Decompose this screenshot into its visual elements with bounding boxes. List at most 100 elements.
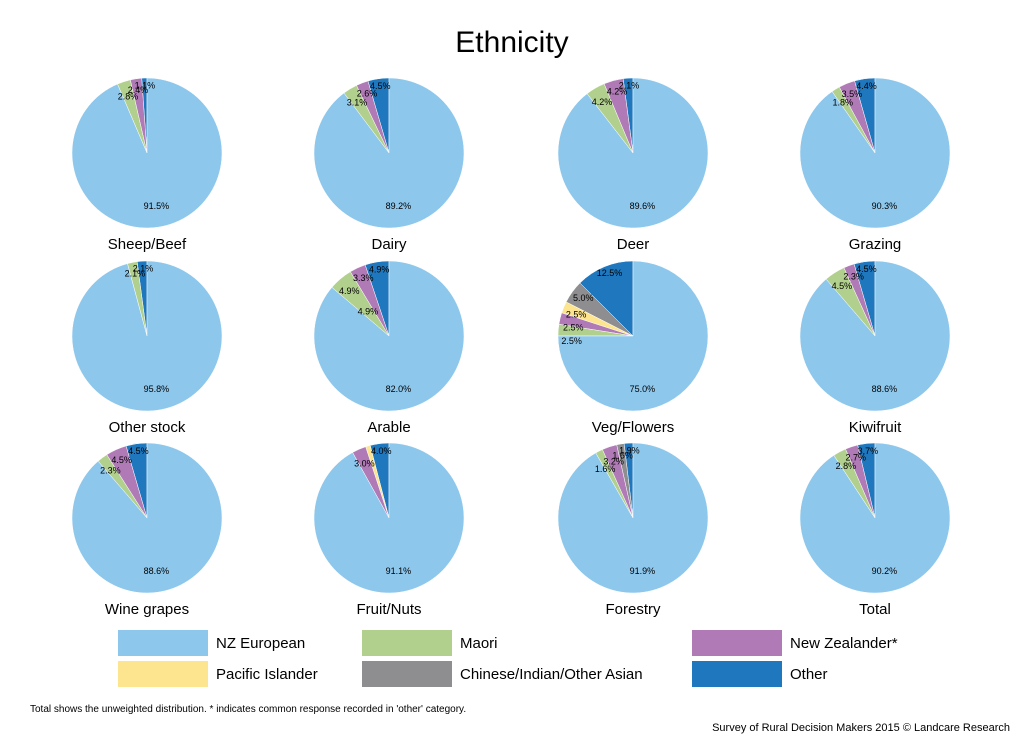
slice-sheep-beef-nz-european [71, 77, 223, 229]
pct-label-veg-flowers-chinese-indian-other-asian: 5.0% [573, 293, 594, 303]
slice-deer-nz-european [557, 77, 709, 229]
pie-grazing: 4.4%3.5%1.8% 90.3% Grazing [799, 77, 951, 253]
pct-label-forestry-new-zealander: 3.2% [603, 457, 624, 467]
pie-title-deer: Deer [617, 236, 650, 253]
legend-swatch-new-zealander [692, 630, 782, 656]
legend-swatch-asian [362, 661, 452, 687]
pct-label-wine-grapes-other: 4.5% [128, 446, 149, 456]
pie-total: 3.7%2.7%2.8% 90.2% Total [799, 442, 951, 618]
pie-arable: 4.9%3.3%4.9%82.0%4.9%Arable [313, 260, 465, 436]
pie-title-total: Total [859, 601, 891, 618]
legend-item-new-zealander: New Zealander* [692, 630, 898, 656]
pct-label-forestry-chinese-indian-other-asian: 1.6% [612, 450, 633, 460]
pct-label-total-other: 3.7% [858, 446, 879, 456]
pie-chart-grid: 1.1%2.4%2.8%91.5%Sheep/Beef4.5%2.6%3.1%8… [71, 77, 951, 618]
pie-title-veg-flowers: Veg/Flowers [592, 419, 675, 436]
slice-forestry-nz-european [557, 442, 709, 594]
pct-label-total-maori: 2.8% [836, 461, 857, 471]
source-credit: Survey of Rural Decision Makers 2015 © L… [712, 722, 1010, 734]
legend-label-new-zealander: New Zealander* [790, 634, 898, 652]
pct-label-dairy-nz-european: 89.2% [386, 201, 412, 211]
pct-label-total-nz-european: 90.2% [872, 566, 898, 576]
pct-label-forestry-nz-european: 91.9% [630, 566, 656, 576]
pct-label-dairy-new-zealander: 2.6% [357, 89, 378, 99]
pct-label-arable-maori: 4.9% [339, 286, 360, 296]
pct-label-veg-flowers-nz-european: 75.0% [630, 384, 656, 394]
legend-item-nz-european: NZ European [118, 630, 305, 656]
pct-label-dairy-maori: 3.1% [347, 97, 368, 107]
pct-label-sheep-beef-other: 1.1% [135, 81, 156, 91]
legend-swatch-nz-european [118, 630, 208, 656]
legend-label-maori: Maori [460, 634, 498, 652]
pct-label-deer-other: 2.1% [619, 81, 640, 91]
pie-title-fruit-nuts: Fruit/Nuts [356, 601, 421, 618]
pct-label-forestry-maori: 1.6% [595, 464, 616, 474]
legend-swatch-other [692, 661, 782, 687]
legend-label-nz-european: NZ European [216, 634, 306, 652]
pie-title-grazing: Grazing [849, 236, 902, 253]
pct-label-veg-flowers-other: 12.5% [597, 268, 623, 278]
legend-label-asian: Chinese/Indian/Other Asian [460, 665, 643, 683]
slice-total-nz-european [799, 442, 951, 594]
pct-label-arable-other: 4.9% [369, 264, 390, 274]
pie-title-kiwifruit: Kiwifruit [849, 419, 902, 436]
legend-item-maori: Maori [362, 630, 498, 656]
pie-title-arable: Arable [367, 419, 410, 436]
pct-label-wine-grapes-nz-european: 88.6% [144, 566, 170, 576]
pie-title-other-stock: Other stock [109, 419, 186, 436]
pie-kiwifruit: 4.5%2.3%4.5% 88.6% Kiwifruit [799, 260, 951, 436]
pie-forestry: 1.9%1.6%3.2%1.6% 91.9% Forestry [557, 442, 709, 618]
pie-wine-grapes: 4.5%4.5%2.3%88.6%Wine grapes [71, 442, 223, 618]
footnote: Total shows the unweighted distribution.… [30, 704, 467, 715]
legend-item-asian: Chinese/Indian/Other Asian [362, 661, 643, 687]
pct-label-grazing-nz-european: 90.3% [872, 201, 898, 211]
legend-item-other: Other [692, 661, 828, 687]
slice-veg-flowers-nz-european [557, 260, 709, 412]
slice-fruit-nuts-nz-european [313, 442, 465, 594]
pie-deer: 2.1%4.2%4.2%89.6%Deer [557, 77, 709, 253]
pct-label-dairy-other: 4.5% [370, 81, 391, 91]
slice-veg-flowers-other [579, 260, 634, 337]
chart-title: Ethnicity [455, 26, 569, 59]
pct-label-grazing-other: 4.4% [856, 81, 877, 91]
pct-label-other-stock-maori: 2.1% [125, 269, 146, 279]
pct-label-total-new-zealander: 2.7% [845, 453, 866, 463]
pct-label-wine-grapes-maori: 2.3% [100, 466, 121, 476]
pie-veg-flowers: 12.5% 5.0% 2.5% 2.5% 2.5% 75.0% Veg/Flowers [557, 260, 709, 436]
slice-grazing-nz-european [799, 77, 951, 229]
pct-label-kiwifruit-nz-european: 88.6% [872, 384, 898, 394]
pct-label-arable-extra: 4.9% [358, 307, 379, 317]
slice-arable-nz-european [313, 260, 465, 412]
pie-fruit-nuts: 4.0% 3.0% 91.1% Fruit/Nuts [313, 442, 465, 618]
legend-item-pacific-islander: Pacific Islander [118, 661, 318, 687]
pct-label-veg-flowers-new-zealander: 2.5% [563, 323, 584, 333]
pie-title-sheep-beef: Sheep/Beef [108, 236, 187, 253]
legend-label-other: Other [790, 665, 828, 683]
pct-label-fruit-nuts-other: 4.0% [371, 446, 392, 456]
slice-dairy-nz-european [313, 77, 465, 229]
legend: NZ European Maori New Zealander* Pacific… [0, 628, 1024, 688]
pct-label-deer-maori: 4.2% [592, 97, 613, 107]
pct-label-sheep-beef-new-zealander: 2.4% [128, 85, 149, 95]
pie-sheep-beef: 1.1%2.4%2.8% 91.5% Sheep/Beef [71, 77, 223, 253]
pie-other-stock: 2.1%2.1% 95.8% Other stock [71, 260, 223, 436]
legend-swatch-pacific-islander [118, 661, 208, 687]
pie-title-wine-grapes: Wine grapes [105, 601, 189, 618]
pie-dairy: 4.5%2.6%3.1% 89.2% Dairy [313, 77, 465, 253]
pct-label-other-stock-nz-european: 95.8% [144, 384, 170, 394]
pct-label-arable-nz-european: 82.0% [386, 384, 412, 394]
pct-label-fruit-nuts-nz-european: 91.1% [386, 566, 412, 576]
pct-label-grazing-maori: 1.8% [832, 98, 853, 108]
pct-label-arable-new-zealander: 3.3% [353, 273, 374, 283]
pct-label-kiwifruit-maori: 4.5% [832, 281, 853, 291]
pct-label-veg-flowers-pacific-islander: 2.5% [566, 309, 587, 319]
pct-label-sheep-beef-nz-european: 91.5% [144, 201, 170, 211]
pct-label-wine-grapes-new-zealander: 4.5% [111, 455, 132, 465]
slice-wine-grapes-nz-european [71, 442, 223, 594]
slice-other-stock-nz-european [71, 260, 223, 412]
pct-label-veg-flowers-maori: 2.5% [561, 336, 582, 346]
pct-label-fruit-nuts-new-zealander: 3.0% [354, 459, 375, 469]
pct-label-other-stock-other: 2.1% [133, 264, 154, 274]
pie-title-dairy: Dairy [371, 236, 407, 253]
pie-title-forestry: Forestry [605, 601, 661, 618]
